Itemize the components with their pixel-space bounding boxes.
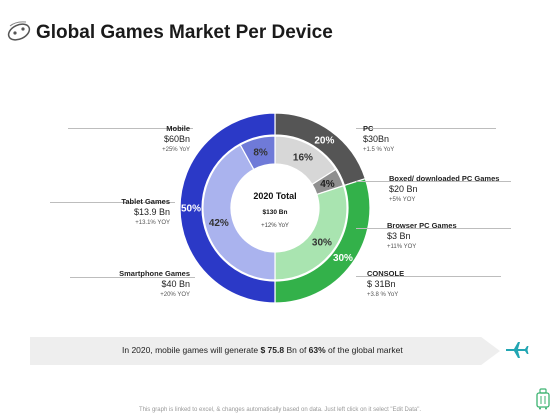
segment-name: PC (363, 124, 374, 133)
label-pc: PC $30Bn +1.5 % YoY (363, 123, 483, 156)
leader-line (356, 276, 501, 277)
inner-label: 16% (293, 153, 313, 164)
page-title: Global Games Market Per Device (36, 22, 333, 43)
label-boxed-pc-games: Boxed/ downloaded PC Games $20 Bn +5% YO… (389, 173, 519, 206)
segment-name: CONSOLE (367, 269, 405, 278)
segment-value: $20 Bn (389, 184, 418, 194)
segment-yoy: +3.8 % YoY (367, 292, 399, 298)
inner-label: 4% (320, 179, 335, 190)
segment-yoy: +20% YOY (160, 292, 190, 298)
center-value: $130 Bn (263, 209, 288, 216)
segment-name: Browser PC Games (387, 221, 457, 230)
label-console: CONSOLE $ 31Bn +3.8 % YoY (367, 268, 487, 301)
inner-label: 30% (312, 238, 332, 249)
leader-line (68, 128, 193, 129)
inner-slice (239, 135, 276, 171)
segment-yoy: +13.1% YOY (135, 220, 170, 226)
leader-line (356, 228, 511, 229)
summary-amount: $ 75.8 (260, 345, 285, 355)
inner-label: 8% (253, 147, 268, 158)
segment-value: $30Bn (363, 134, 390, 144)
label-browser-pc-games: Browser PC Games $3 Bn +11% YOY (387, 220, 507, 253)
segment-yoy: +5% YOY (389, 197, 416, 203)
summary-suffix: of the global market (325, 345, 403, 355)
outer-label: 20% (314, 136, 334, 147)
center-hole (232, 165, 318, 251)
segment-value: $40 Bn (161, 279, 190, 289)
segment-yoy: +25% YoY (162, 147, 190, 153)
segment-name: Mobile (166, 124, 190, 133)
segment-name: Tablet Games (121, 197, 170, 206)
leader-line (356, 181, 511, 182)
outer-label: 50% (181, 204, 201, 215)
segment-yoy: +1.5 % YoY (363, 147, 395, 153)
segment-value: $13.9 Bn (133, 207, 170, 217)
label-mobile: Mobile $60Bn +25% YoY (110, 123, 190, 156)
segment-value: $ 31Bn (367, 279, 396, 289)
summary-text: In 2020, mobile games will generate $ 75… (122, 345, 403, 355)
ring-labels: 20% 30% 50% 16% 4% 30% 42% 8% (181, 136, 353, 264)
outer-label: 30% (333, 253, 353, 264)
inner-slice (202, 144, 276, 281)
summary-banner (30, 337, 500, 365)
summary-middle: Bn of (284, 345, 309, 355)
footer-note: This graph is linked to excel, & changes… (138, 407, 422, 413)
outer-ring (179, 112, 371, 304)
outer-slice (179, 112, 276, 304)
label-smartphone-games: Smartphone Games $40 Bn +20% YOY (100, 268, 190, 301)
leader-line (70, 277, 195, 278)
segment-yoy: +11% YOY (387, 244, 417, 250)
inner-label: 42% (209, 218, 229, 229)
segment-value: $60Bn (163, 134, 190, 144)
center-yoy: +12% YoY (261, 223, 289, 229)
summary-prefix: In 2020, mobile games will generate (122, 345, 261, 355)
segment-name: Boxed/ downloaded PC Games (389, 174, 500, 183)
center-title: 2020 Total (253, 191, 296, 201)
gamepad-icon (7, 21, 31, 41)
leader-line (356, 128, 496, 129)
leader-line (50, 202, 175, 203)
label-tablet-games: Tablet Games $13.9 Bn +13.1% YOY (90, 196, 170, 229)
summary-percent: 63% (308, 345, 326, 355)
segment-value: $3 Bn (387, 231, 411, 241)
airplane-icon (506, 342, 529, 358)
segment-name: Smartphone Games (119, 269, 190, 278)
luggage-icon (536, 388, 550, 410)
inner-ring (202, 135, 348, 281)
